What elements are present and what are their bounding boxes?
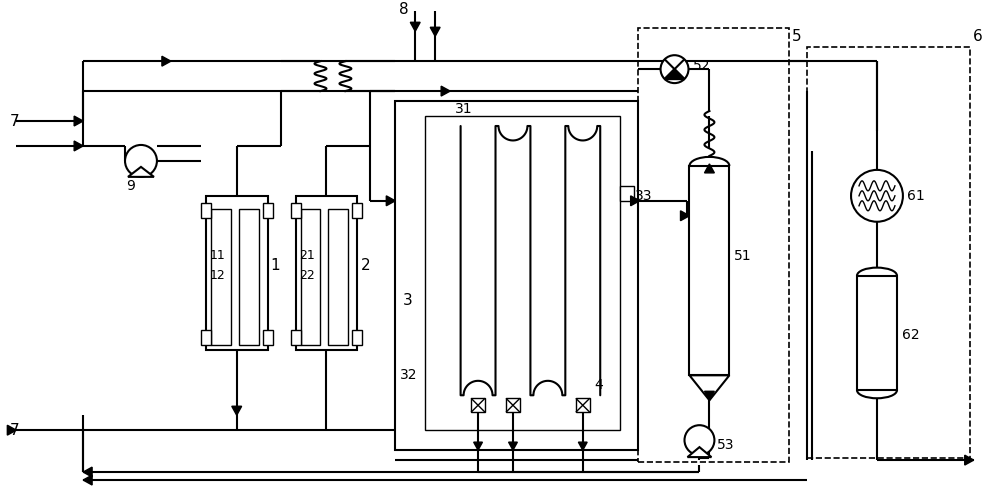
Text: 51: 51 [734, 248, 752, 263]
Circle shape [851, 170, 903, 222]
Bar [620, 186, 634, 201]
Text: 33: 33 [635, 189, 652, 203]
Text: 6: 6 [973, 29, 982, 44]
Polygon shape [631, 196, 640, 206]
Polygon shape [578, 442, 587, 450]
Text: 1: 1 [271, 258, 280, 273]
Bar [352, 330, 362, 345]
Polygon shape [410, 22, 420, 31]
Text: 3: 3 [403, 293, 413, 308]
Polygon shape [232, 406, 242, 415]
Text: 5: 5 [792, 29, 802, 44]
Polygon shape [162, 56, 171, 66]
Circle shape [661, 55, 688, 83]
Bar [471, 398, 485, 412]
Bar [211, 209, 231, 345]
Bar [352, 203, 362, 218]
Text: 32: 32 [400, 369, 418, 382]
Bar [201, 330, 211, 345]
Polygon shape [128, 167, 154, 177]
Polygon shape [509, 442, 517, 450]
Polygon shape [74, 116, 83, 126]
Text: 9: 9 [126, 179, 135, 193]
Polygon shape [7, 425, 16, 435]
Bar [296, 196, 357, 350]
Polygon shape [681, 211, 689, 221]
Polygon shape [474, 442, 482, 450]
Bar [689, 166, 729, 375]
Bar [395, 101, 638, 450]
Text: 53: 53 [717, 438, 735, 452]
Text: 22: 22 [300, 269, 315, 282]
Text: 12: 12 [210, 269, 226, 282]
Text: 2: 2 [360, 258, 370, 273]
Bar [263, 330, 273, 345]
Bar [291, 330, 301, 345]
Polygon shape [704, 164, 714, 173]
Circle shape [685, 425, 714, 455]
Bar [206, 196, 268, 350]
Polygon shape [965, 455, 974, 465]
Bar [857, 276, 897, 390]
Polygon shape [689, 375, 729, 400]
Bar [328, 209, 348, 345]
Bar [576, 398, 590, 412]
Bar [239, 209, 259, 345]
Text: 4: 4 [595, 378, 603, 392]
Bar [638, 28, 789, 462]
Text: 7: 7 [9, 423, 19, 437]
Text: 7: 7 [9, 114, 19, 128]
Polygon shape [687, 447, 711, 457]
Text: 61: 61 [907, 189, 925, 203]
Bar [263, 203, 273, 218]
Polygon shape [441, 86, 450, 96]
Polygon shape [74, 141, 83, 151]
Polygon shape [83, 467, 92, 477]
Bar [201, 203, 211, 218]
Polygon shape [704, 391, 714, 400]
Circle shape [125, 145, 157, 177]
Text: 62: 62 [902, 328, 920, 342]
Text: 21: 21 [300, 249, 315, 262]
Text: 31: 31 [455, 102, 473, 116]
Bar [291, 203, 301, 218]
Polygon shape [83, 475, 92, 485]
Text: 11: 11 [210, 249, 226, 262]
Polygon shape [430, 27, 440, 36]
Bar [425, 116, 620, 430]
Bar [506, 398, 520, 412]
Bar [301, 209, 320, 345]
Text: 52: 52 [692, 59, 710, 73]
Polygon shape [665, 69, 685, 79]
Polygon shape [386, 196, 395, 206]
Bar [807, 47, 970, 458]
Text: 8: 8 [399, 2, 408, 17]
